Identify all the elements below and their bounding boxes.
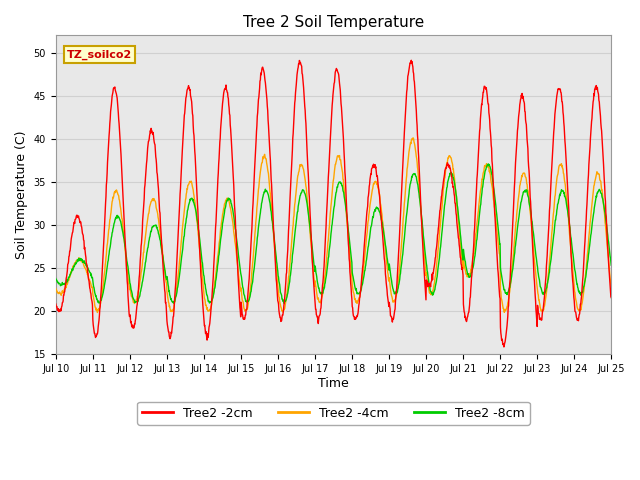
Title: Tree 2 Soil Temperature: Tree 2 Soil Temperature xyxy=(243,15,424,30)
Text: TZ_soilco2: TZ_soilco2 xyxy=(67,49,132,60)
Y-axis label: Soil Temperature (C): Soil Temperature (C) xyxy=(15,131,28,259)
Legend: Tree2 -2cm, Tree2 -4cm, Tree2 -8cm: Tree2 -2cm, Tree2 -4cm, Tree2 -8cm xyxy=(137,402,530,425)
X-axis label: Time: Time xyxy=(318,377,349,390)
